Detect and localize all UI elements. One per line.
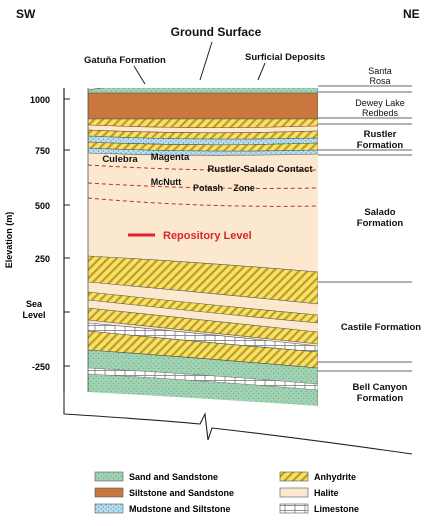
potash-label: Potash	[193, 183, 223, 193]
legend-swatch-limestone	[279, 503, 309, 514]
compass-ne: NE	[403, 7, 420, 21]
tick-250: 250	[35, 254, 50, 264]
legend-label-halite: Halite	[314, 488, 339, 498]
layer-stack	[88, 88, 318, 406]
contact-label: Rustler-Salado Contact	[207, 164, 313, 175]
mcnutt-label: McNutt	[151, 177, 182, 187]
legend-swatch-siltstone	[94, 487, 124, 498]
bell-canyon-2: Formation	[357, 393, 404, 404]
gatuna-leader	[133, 65, 146, 85]
sea-level-line1: Sea	[26, 299, 43, 309]
legend-label-siltstone: Siltstone and Sandstone	[129, 488, 234, 498]
legend-label-anhydrite: Anhydrite	[314, 472, 356, 482]
tick-750: 750	[35, 146, 50, 156]
compass-sw: SW	[16, 7, 36, 21]
rustler-2: Formation	[357, 140, 404, 151]
legend-swatch-anhydrite	[279, 471, 309, 482]
sea-level-line2: Level	[22, 310, 45, 320]
formation-separators	[318, 85, 412, 372]
dewey-lake-2: Redbeds	[362, 108, 399, 118]
legend: Sand and Sandstone Anhydrite Siltstone a…	[94, 471, 359, 514]
zone-label: Zone	[233, 183, 255, 193]
rustler-1: Rustler	[364, 129, 397, 140]
culebra-label: Culebra	[102, 154, 138, 165]
santa-rosa-2: Rosa	[369, 76, 390, 86]
bell-canyon-1: Bell Canyon	[353, 382, 408, 393]
legend-label-sand: Sand and Sandstone	[129, 472, 218, 482]
y-axis-label: Elevation (m)	[4, 212, 14, 269]
surficial-leader	[257, 62, 266, 81]
ground-surface-label: Ground Surface	[171, 25, 262, 39]
ground-surface-leader	[199, 41, 213, 81]
break-line	[63, 392, 413, 455]
legend-label-limestone: Limestone	[314, 504, 359, 514]
salado-1: Salado	[364, 207, 395, 218]
salado-2: Formation	[357, 218, 404, 229]
y-ticks	[64, 98, 70, 367]
repository-label: Repository Level	[163, 230, 252, 242]
tick-500: 500	[35, 201, 50, 211]
santa-rosa-1: Santa	[368, 66, 392, 76]
legend-swatch-halite	[279, 487, 309, 498]
castile-label: Castile Formation	[341, 322, 421, 333]
legend-swatch-mudstone	[94, 503, 124, 514]
magenta-label: Magenta	[151, 152, 190, 163]
surficial-label: Surficial Deposits	[245, 52, 325, 63]
gatuna-label: Gatuña Formation	[84, 55, 166, 66]
dewey-lake-1: Dewey Lake	[355, 98, 405, 108]
legend-label-mudstone: Mudstone and Siltstone	[129, 504, 231, 514]
tick-minus-250: -250	[32, 362, 50, 372]
tick-1000: 1000	[30, 95, 50, 105]
legend-swatch-sand	[94, 471, 124, 482]
